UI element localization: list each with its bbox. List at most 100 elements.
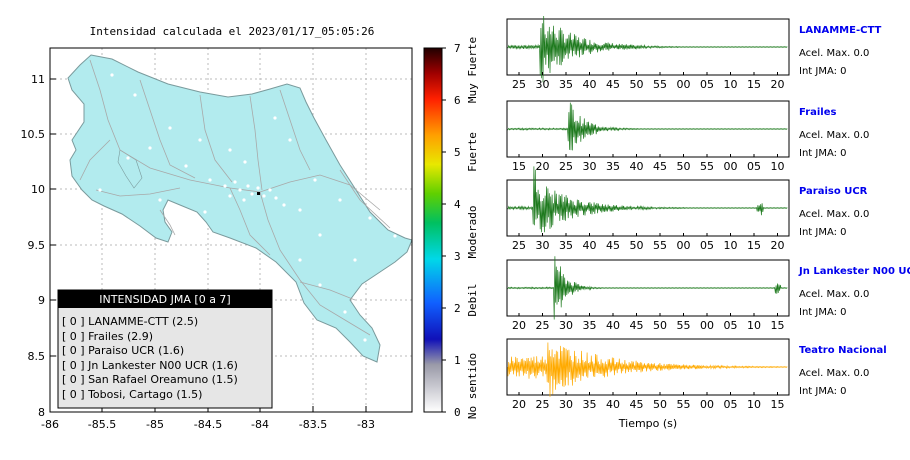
seismogram-tick-label: 35	[583, 319, 597, 332]
seismogram-tick-label: 05	[700, 239, 714, 252]
seismogram-tick-label: 30	[559, 398, 573, 411]
station-name: Jn Lankester N00 UCR	[798, 266, 910, 277]
seismogram-tick-label: 40	[606, 319, 620, 332]
seismogram-tick-label: 55	[677, 319, 691, 332]
seismogram-tick-label: 15	[747, 78, 761, 91]
seismogram-tick-label: 10	[724, 239, 738, 252]
colorbar-category-labels: No sentido Debil Moderado Fuerte Muy Fue…	[466, 37, 479, 419]
seismogram-tick-label: 35	[559, 239, 573, 252]
intensity-colorbar	[423, 47, 443, 413]
map-title: Intensidad calculada el 2023/01/17_05:05…	[90, 25, 375, 38]
colorbar-tick-label: 6	[454, 94, 461, 107]
seismogram-tick-label: 45	[606, 78, 620, 91]
seismogram-tick-label: 55	[653, 239, 667, 252]
seismogram-2: 25 30 35 40 45 50 55 00 05 10 15 20 Paraiso UCR Acel.…	[506, 166, 869, 252]
map-xtick-label: -85.5	[88, 418, 116, 431]
map-x-axis: -86 -85.5 -85 -84.5 -84 -83.5 -83	[41, 406, 375, 431]
legend-item-1: [ 0 ] Frailes (2.9)	[62, 330, 153, 343]
seismogram-tick-label: 20	[771, 78, 785, 91]
seismogram-tick-label: 05	[700, 78, 714, 91]
seismogram-tick-label: 55	[700, 160, 714, 173]
colorbar-tick-label: 2	[454, 302, 461, 315]
seismogram-tick-label: 10	[771, 160, 785, 173]
seismogram-tick-label: 45	[606, 239, 620, 252]
legend-item-5: [ 0 ] Tobosi, Cartago (1.5)	[62, 388, 202, 401]
seismogram-tick-label: 40	[630, 160, 644, 173]
cat-muy-fuerte: Muy Fuerte	[466, 37, 479, 103]
seismogram-tick-label: 15	[512, 160, 526, 173]
seismogram-tick-label: 40	[583, 78, 597, 91]
seismogram-tick-label: 15	[747, 239, 761, 252]
seismogram-xlabel: Tiempo (s)	[618, 417, 677, 430]
colorbar-ticks: 0 1 2 3 4 5 6 7	[442, 42, 461, 419]
seismogram-tick-label: 00	[700, 398, 714, 411]
seismogram-tick-label: 25	[512, 78, 526, 91]
seismogram-0: 25 30 35 40 45 50 55 00 05 10 15 20 LANAMME-CTT Acel.…	[506, 15, 881, 91]
seismogram-panels: 25 30 35 40 45 50 55 00 05 10 15 20 LANAMME-CTT Acel.…	[506, 15, 910, 411]
map-ytick-label: 10.5	[21, 128, 46, 141]
seismogram-tick-label: 25	[536, 398, 550, 411]
seismogram-trace	[507, 166, 788, 233]
seismogram-trace	[507, 256, 788, 320]
seismogram-tick-label: 35	[606, 160, 620, 173]
map-xtick-label: -84.5	[194, 418, 222, 431]
station-name: LANAMME-CTT	[799, 25, 881, 36]
seismogram-tick-label: 25	[536, 319, 550, 332]
seismogram-tick-label: 20	[512, 319, 526, 332]
seismogram-tick-label: 30	[559, 319, 573, 332]
stations	[98, 73, 397, 342]
station-int-jma: Int JMA: 0	[799, 386, 847, 397]
map-xtick-label: -84	[251, 418, 269, 431]
seismogram-4: 20 25 30 35 40 45 50 55 00 05 10 15 Teatro Nacional A…	[506, 338, 887, 411]
map-ytick-label: 9	[38, 294, 45, 307]
seismogram-tick-label: 45	[630, 398, 644, 411]
seismogram-tick-label: 45	[653, 160, 667, 173]
colorbar-tick-label: 5	[454, 146, 461, 159]
seismogram-tick-label: 00	[724, 160, 738, 173]
station-int-jma: Int JMA: 0	[799, 148, 847, 159]
seismogram-tick-label: 20	[771, 239, 785, 252]
seismogram-tick-label: 35	[583, 398, 597, 411]
seismogram-tick-label: 15	[771, 319, 785, 332]
cat-no-sentido: No sentido	[466, 353, 479, 419]
map-ytick-label: 10	[31, 183, 45, 196]
seismogram-tick-label: 00	[700, 319, 714, 332]
seismogram-tick-label: 10	[724, 78, 738, 91]
colorbar-tick-label: 4	[454, 198, 461, 211]
station-name: Frailes	[799, 107, 837, 118]
station-acel-max: Acel. Max. 0.0	[799, 209, 869, 220]
seismogram-tick-label: 00	[677, 78, 691, 91]
seismogram-3: 20 25 30 35 40 45 50 55 00 05 10 15 Jn Lankester N00…	[506, 256, 910, 332]
seismogram-1: 15 20 25 30 35 40 45 50 55 00 05 10 Frailes Acel. Max…	[506, 100, 869, 173]
cat-moderado: Moderado	[466, 206, 479, 259]
cat-debil: Debil	[466, 283, 479, 316]
map-ytick-label: 8	[38, 406, 45, 419]
seismogram-tick-label: 05	[747, 160, 761, 173]
seismogram-tick-label: 00	[677, 239, 691, 252]
legend-item-0: [ 0 ] LANAMME-CTT (2.5)	[62, 315, 198, 328]
map-ytick-label: 11	[31, 73, 45, 86]
roads	[79, 59, 391, 336]
seismogram-tick-label: 35	[559, 78, 573, 91]
station-int-jma: Int JMA: 0	[799, 227, 847, 238]
station-acel-max: Acel. Max. 0.0	[799, 368, 869, 379]
seismogram-tick-label: 40	[606, 398, 620, 411]
intensity-legend: INTENSIDAD JMA [0 a 7] [ 0 ] LANAMME-CTT…	[57, 289, 273, 409]
seismogram-tick-label: 20	[512, 398, 526, 411]
station-acel-max: Acel. Max. 0.0	[799, 130, 869, 141]
map-ytick-label: 8.5	[28, 350, 46, 363]
seismogram-tick-label: 30	[583, 160, 597, 173]
legend-item-2: [ 0 ] Paraiso UCR (1.6)	[62, 344, 184, 357]
seismogram-tick-label: 45	[630, 319, 644, 332]
map-xtick-label: -83.5	[299, 418, 327, 431]
legend-item-4: [ 0 ] San Rafael Oreamuno (1.5)	[62, 373, 238, 386]
seismogram-tick-label: 50	[630, 78, 644, 91]
legend-title: INTENSIDAD JMA [0 a 7]	[99, 293, 230, 306]
seismogram-tick-label: 10	[747, 398, 761, 411]
station-name: Paraiso UCR	[799, 186, 868, 197]
costa-rica-land	[67, 54, 412, 363]
colorbar-tick-label: 0	[454, 406, 461, 419]
station-acel-max: Acel. Max. 0.0	[799, 48, 869, 59]
seismogram-tick-label: 25	[559, 160, 573, 173]
